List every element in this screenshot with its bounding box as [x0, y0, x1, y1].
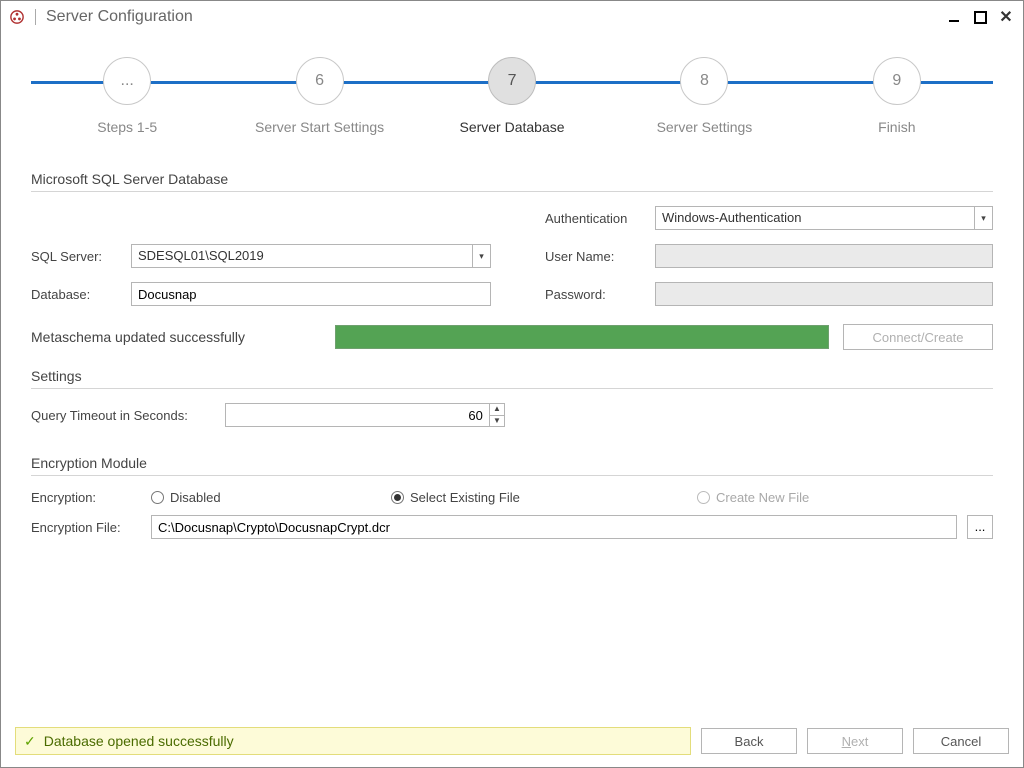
encryption-radio-create-new: Create New File	[697, 490, 993, 505]
query-timeout-input[interactable]	[226, 404, 489, 426]
radio-icon	[151, 491, 164, 504]
step-label: Finish	[801, 119, 993, 135]
encryption-label: Encryption:	[31, 490, 141, 505]
metaschema-status-text: Metaschema updated successfully	[31, 329, 321, 345]
window-title: Server Configuration	[46, 8, 193, 26]
step-label: Server Database	[416, 119, 608, 135]
browse-button[interactable]: ...	[967, 515, 993, 539]
sql-server-value: SDESQL01\SQL2019	[132, 245, 472, 267]
authentication-label: Authentication	[545, 211, 645, 226]
sql-server-select[interactable]: SDESQL01\SQL2019 ▾	[131, 244, 491, 268]
spinner-up-icon[interactable]: ▲	[490, 404, 504, 416]
cancel-button[interactable]: Cancel	[913, 728, 1009, 754]
title-divider	[35, 9, 36, 25]
database-label: Database:	[31, 287, 121, 302]
spinner-down-icon[interactable]: ▼	[490, 416, 504, 427]
step-circle: 8	[680, 57, 728, 105]
step[interactable]: 8 Server Settings	[608, 57, 800, 135]
footer: ✓ Database opened successfully Back Next…	[15, 727, 1009, 755]
password-input	[655, 282, 993, 306]
query-timeout-label: Query Timeout in Seconds:	[31, 408, 211, 423]
chevron-down-icon[interactable]: ▾	[472, 245, 490, 267]
maximize-button[interactable]	[969, 6, 991, 28]
progress-bar	[335, 325, 829, 349]
connect-create-button[interactable]: Connect/Create	[843, 324, 993, 350]
encryption-radio-select-existing[interactable]: Select Existing File	[391, 490, 687, 505]
step-circle: 7	[488, 57, 536, 105]
step[interactable]: ... Steps 1-5	[31, 57, 223, 135]
titlebar: Server Configuration ✕	[1, 1, 1023, 33]
step-label: Server Start Settings	[223, 119, 415, 135]
encryption-radio-select-existing-label: Select Existing File	[410, 490, 520, 505]
password-label: Password:	[545, 287, 645, 302]
chevron-down-icon[interactable]: ▾	[974, 207, 992, 229]
encryption-radio-create-new-label: Create New File	[716, 490, 809, 505]
status-banner-text: Database opened successfully	[44, 733, 234, 749]
query-timeout-spinner[interactable]: ▲ ▼	[225, 403, 505, 427]
authentication-value: Windows-Authentication	[656, 207, 974, 229]
section-rule	[31, 475, 993, 476]
section-title-database: Microsoft SQL Server Database	[31, 171, 993, 187]
back-button[interactable]: Back	[701, 728, 797, 754]
sql-server-label: SQL Server:	[31, 249, 121, 264]
close-button[interactable]: ✕	[995, 6, 1017, 28]
check-icon: ✓	[24, 733, 36, 750]
step-label: Steps 1-5	[31, 119, 223, 135]
authentication-select[interactable]: Windows-Authentication ▾	[655, 206, 993, 230]
section-title-settings: Settings	[31, 368, 993, 384]
app-icon	[9, 9, 25, 25]
minimize-button[interactable]	[943, 6, 965, 28]
username-label: User Name:	[545, 249, 645, 264]
database-input[interactable]	[131, 282, 491, 306]
username-input	[655, 244, 993, 268]
encryption-radio-disabled[interactable]: Disabled	[151, 490, 381, 505]
status-banner: ✓ Database opened successfully	[15, 727, 691, 755]
radio-icon	[697, 491, 710, 504]
step-label: Server Settings	[608, 119, 800, 135]
section-rule	[31, 388, 993, 389]
step-circle: ...	[103, 57, 151, 105]
encryption-radio-disabled-label: Disabled	[170, 490, 221, 505]
step-circle: 9	[873, 57, 921, 105]
step-circle: 6	[296, 57, 344, 105]
section-title-encryption: Encryption Module	[31, 455, 993, 471]
content-area: Microsoft SQL Server Database Authentica…	[1, 171, 1023, 539]
radio-icon	[391, 491, 404, 504]
step[interactable]: 9 Finish	[801, 57, 993, 135]
wizard-stepper: ... Steps 1-5 6 Server Start Settings 7 Serve…	[31, 57, 993, 153]
step[interactable]: 7 Server Database	[416, 57, 608, 135]
section-rule	[31, 191, 993, 192]
next-button[interactable]: Next	[807, 728, 903, 754]
step[interactable]: 6 Server Start Settings	[223, 57, 415, 135]
encryption-file-label: Encryption File:	[31, 520, 141, 535]
encryption-file-input[interactable]	[151, 515, 957, 539]
